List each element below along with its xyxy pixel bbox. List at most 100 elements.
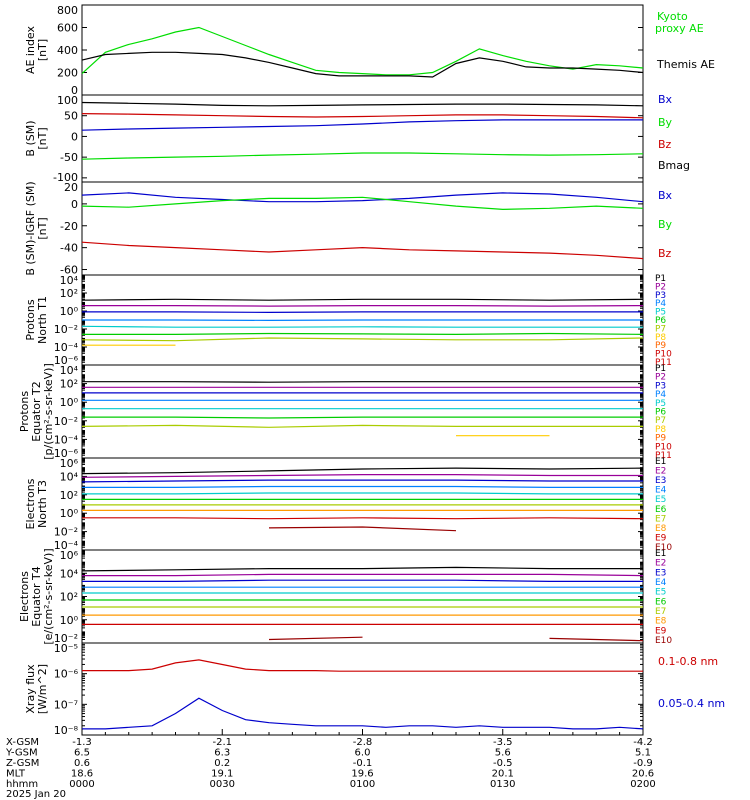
plot-frame (81, 549, 644, 644)
series-line-p7 (81, 424, 643, 428)
series-line-p6 (82, 332, 644, 336)
legend-entry: P2 (655, 282, 666, 292)
legend-entry: E8 (655, 617, 667, 627)
y-tick-label: 10⁻² (54, 632, 78, 645)
panel-8: 10⁻⁸ 10⁻⁷ 10⁻⁶ 10⁻⁵ Xray flux [W/m^2] 0.1-0.8 … (24, 642, 725, 737)
x-tick-label: 0.2 (214, 758, 230, 769)
y-tick-label: 10⁻⁶ (54, 668, 79, 681)
y-axis-label: B (SM)-IGRF (SM) (24, 181, 37, 275)
y-tick-label: 10⁻² (54, 323, 78, 336)
legend-entry: P11 (655, 451, 672, 461)
x-tick-label: -1.3 (72, 737, 92, 748)
series-line-p3 (82, 311, 643, 314)
legend-entry: P10 (655, 350, 672, 360)
legend-entry: P4 (655, 299, 666, 309)
date-label: 2025 Jan 20 (6, 789, 66, 800)
legend-entry: By (658, 218, 673, 231)
y-tick-label: 10⁰ (60, 396, 79, 409)
x-row-label: hhmm (6, 779, 38, 790)
series-line-e10 (268, 636, 644, 642)
panel-2: -100 -50 0 50 100 B (SM) [nT] Bx By Bz Bmag (24, 93, 690, 184)
y-axis-label: Electrons (24, 478, 37, 529)
y-tick-label: 0 (71, 198, 78, 211)
y-tick-label: 10⁴ (60, 470, 79, 483)
y-tick-label: 400 (57, 44, 78, 57)
plot-frame (81, 457, 644, 551)
x-tick-label: -2.8 (353, 737, 373, 748)
y-tick-label: 10² (60, 489, 78, 502)
y-axis-label: Protons (24, 299, 37, 340)
y-axis-label: Protons (18, 391, 31, 432)
panel-3: -60 -40 -20 0 20 B (SM)-IGRF (SM) [nT] Bx By Bz (24, 181, 673, 277)
legend-entry: E6 (655, 505, 667, 515)
legend-entry: E2 (655, 559, 666, 569)
legend-entry: E1 (655, 457, 666, 467)
x-tick-label: 0030 (210, 779, 235, 790)
x-tick-label: 6.5 (74, 748, 90, 759)
legend-entry: E2 (655, 467, 666, 477)
series-line-p1 (81, 298, 644, 301)
legend-entry: P3 (655, 291, 666, 301)
series-line-0-05-0-4-nm (82, 697, 644, 730)
legend-entry: E3 (655, 476, 666, 486)
plot-frame (81, 94, 644, 183)
y-axis-label: Equator T4 (30, 566, 43, 626)
x-tick-label: 19.6 (351, 769, 373, 780)
legend-entry: P8 (655, 333, 666, 343)
y-tick-label: 10⁴ (60, 364, 79, 377)
y-tick-label: 10⁰ (60, 507, 79, 520)
y-tick-label: 10⁻⁷ (54, 698, 78, 711)
y-tick-label: 10² (60, 591, 78, 604)
legend-entry: E9 (655, 626, 667, 636)
x-row-label: X-GSM (6, 737, 39, 748)
y-tick-label: 10⁰ (60, 305, 79, 318)
legend-entry: E10 (655, 636, 672, 646)
y-tick-label: 600 (57, 22, 78, 35)
legend-entry: E5 (655, 495, 666, 505)
x-tick-label: -0.1 (353, 758, 373, 769)
x-tick-label: 0100 (350, 779, 375, 790)
y-axis-label: North T1 (36, 296, 49, 344)
legend-entry: P2 (655, 373, 666, 383)
x-tick-label: 6.3 (214, 748, 230, 759)
y-tick-label: 100 (57, 94, 78, 107)
y-tick-label: 50 (64, 110, 78, 123)
series-line-p8 (82, 343, 643, 345)
plot-frame (81, 364, 644, 459)
y-axis-label: Xray flux (24, 664, 37, 714)
x-tick-label: 18.6 (71, 769, 93, 780)
legend-entry: P1 (655, 274, 666, 284)
legend-entry: E4 (655, 486, 667, 496)
x-tick-label: 0130 (490, 779, 515, 790)
y-axis-label: Electrons (18, 571, 31, 622)
y-tick-label: 10⁴ (60, 567, 79, 580)
legend-entry: Bmag (658, 159, 690, 172)
x-tick-label: 0200 (630, 779, 655, 790)
series-line-p6 (82, 416, 643, 419)
x-tick-label: 0.6 (74, 758, 90, 769)
series-line-e2 (82, 573, 644, 577)
legend-entry: proxy AE (655, 22, 704, 35)
legend-entry: P10 (655, 442, 672, 452)
y-tick-label: 10⁻² (54, 526, 78, 539)
y-tick-label: 10⁻⁴ (54, 539, 79, 552)
y-tick-label: 10⁴ (60, 274, 79, 287)
y-tick-label: 10⁻⁶ (54, 354, 79, 367)
legend-entry: P5 (655, 399, 666, 409)
y-tick-label: 10⁶ (60, 457, 79, 470)
y-tick-label: -100 (53, 171, 78, 184)
legend-entry: P7 (655, 324, 666, 334)
y-axis-label: [p/(cm²-s-sr-keV)] (42, 363, 55, 460)
y-tick-label: -60 (60, 264, 78, 277)
y-tick-label: 10⁻² (54, 415, 78, 428)
y-tick-label: 0 (71, 84, 78, 97)
x-tick-label: 19.1 (211, 769, 233, 780)
y-axis-label: [nT] (36, 127, 49, 149)
series-line-bx (81, 119, 643, 131)
y-axis-label: [e/(cm²-s-sr-keV)] (42, 548, 55, 644)
y-axis-label: AE index (24, 25, 37, 74)
series-line-e3 (82, 579, 643, 582)
series-line-p2 (82, 305, 644, 307)
